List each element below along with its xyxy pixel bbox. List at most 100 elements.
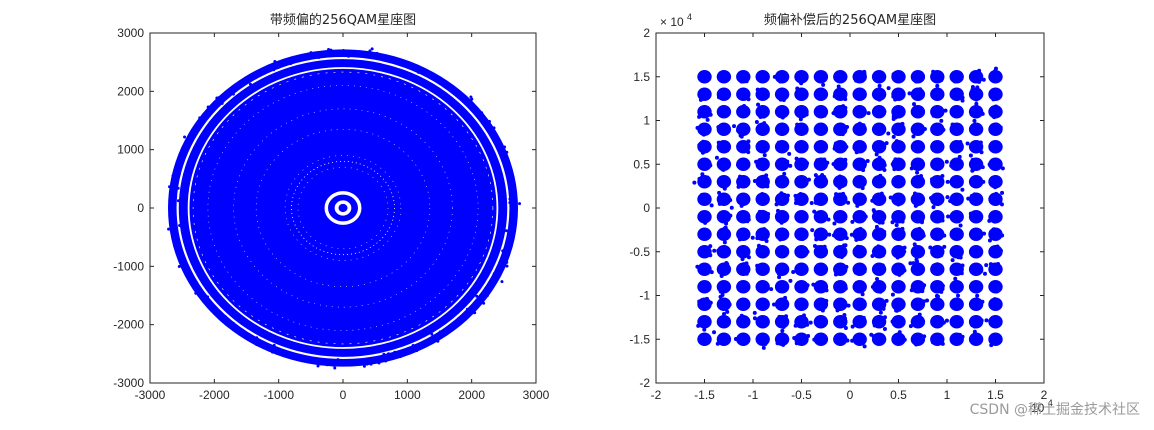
cluster-point bbox=[796, 211, 801, 216]
edge-point bbox=[307, 357, 311, 361]
cluster-point bbox=[815, 339, 820, 344]
cluster-core bbox=[755, 244, 770, 259]
constellation-cluster bbox=[888, 192, 906, 207]
cluster-point bbox=[728, 213, 733, 218]
cluster-point bbox=[920, 283, 925, 288]
edge-point bbox=[399, 355, 403, 359]
cluster-point bbox=[777, 314, 782, 319]
edge-point bbox=[362, 364, 366, 368]
constellation-cluster bbox=[982, 261, 1003, 277]
cluster-point bbox=[782, 288, 787, 293]
cluster-point bbox=[877, 220, 882, 225]
edge-point bbox=[387, 57, 391, 61]
cluster-point bbox=[937, 338, 942, 343]
constellation-cluster bbox=[949, 69, 964, 84]
cluster-point bbox=[878, 310, 883, 315]
cluster-point bbox=[755, 87, 760, 92]
cluster-point bbox=[854, 150, 859, 155]
cluster-point bbox=[849, 232, 854, 237]
cluster-point bbox=[834, 192, 839, 197]
cluster-point bbox=[944, 159, 949, 164]
cluster-point bbox=[724, 182, 729, 187]
cluster-point bbox=[765, 128, 770, 133]
edge-point bbox=[444, 329, 448, 333]
cluster-point bbox=[942, 233, 947, 238]
cluster-point bbox=[916, 265, 921, 270]
edge-point bbox=[270, 63, 274, 67]
cluster-point bbox=[952, 72, 957, 77]
constellation-cluster bbox=[736, 174, 751, 189]
cluster-point bbox=[769, 287, 774, 292]
cluster-point bbox=[708, 300, 713, 305]
constellation-cluster bbox=[714, 155, 732, 172]
cluster-point bbox=[880, 220, 885, 225]
constellation-cluster bbox=[716, 69, 732, 84]
edge-point bbox=[367, 359, 371, 363]
cluster-point bbox=[957, 164, 962, 169]
cluster-point bbox=[854, 89, 859, 94]
cluster-point bbox=[900, 266, 905, 271]
cluster-point bbox=[778, 91, 783, 96]
cluster-point bbox=[725, 212, 730, 217]
cluster-point bbox=[911, 134, 916, 139]
cluster-point bbox=[746, 97, 751, 102]
constellation-cluster bbox=[869, 332, 887, 347]
edge-point bbox=[427, 70, 431, 74]
constellation-cluster bbox=[988, 279, 1003, 294]
constellation-cluster bbox=[968, 174, 986, 189]
cluster-point bbox=[837, 250, 842, 255]
cluster-point bbox=[765, 184, 770, 189]
constellation-cluster bbox=[871, 83, 887, 102]
cluster-point bbox=[950, 122, 955, 127]
constellation-cluster bbox=[695, 262, 714, 277]
cluster-point bbox=[831, 233, 836, 238]
cluster-point bbox=[973, 305, 978, 310]
cluster-point bbox=[952, 271, 957, 276]
cluster-point bbox=[799, 216, 804, 221]
cluster-point bbox=[912, 214, 917, 219]
constellation-cluster bbox=[891, 174, 906, 189]
cluster-point bbox=[970, 301, 975, 306]
edge-point bbox=[502, 150, 506, 154]
cluster-point bbox=[778, 237, 783, 242]
constellation-cluster bbox=[930, 279, 945, 294]
constellation-cluster bbox=[949, 244, 964, 263]
y-tick-label: 0 bbox=[643, 201, 650, 215]
cluster-point bbox=[717, 190, 722, 195]
constellation-cluster bbox=[988, 190, 1005, 207]
cluster-point bbox=[854, 235, 859, 240]
constellation-cluster bbox=[692, 172, 712, 189]
edge-point bbox=[460, 319, 464, 323]
cluster-point bbox=[746, 217, 751, 222]
cluster-point bbox=[920, 289, 925, 294]
cluster-point bbox=[948, 199, 953, 204]
cluster-point bbox=[699, 234, 704, 239]
cluster-point bbox=[918, 87, 923, 92]
cluster-point bbox=[798, 163, 803, 168]
cluster-point bbox=[856, 196, 861, 201]
cluster-point bbox=[755, 236, 760, 241]
cluster-point bbox=[738, 133, 743, 138]
cluster-point bbox=[934, 293, 939, 298]
constellation-cluster bbox=[909, 279, 927, 294]
cluster-point bbox=[814, 237, 819, 242]
cluster-point bbox=[854, 127, 859, 132]
constellation-cluster bbox=[945, 174, 965, 192]
constellation-cluster bbox=[752, 310, 770, 329]
cluster-point bbox=[935, 262, 940, 267]
cluster-point bbox=[745, 317, 750, 322]
cluster-point bbox=[912, 147, 917, 152]
edge-point bbox=[325, 363, 329, 367]
cluster-point bbox=[702, 249, 707, 254]
cluster-point bbox=[821, 339, 826, 344]
cluster-point bbox=[975, 293, 980, 298]
cluster-point bbox=[919, 220, 924, 225]
constellation-cluster bbox=[696, 314, 712, 332]
cluster-point bbox=[939, 265, 944, 270]
cluster-core bbox=[968, 279, 984, 294]
constellation-cluster bbox=[871, 139, 889, 157]
cluster-point bbox=[917, 124, 922, 129]
cluster-core bbox=[736, 192, 751, 207]
cluster-point bbox=[880, 263, 885, 268]
cluster-point bbox=[974, 210, 979, 215]
